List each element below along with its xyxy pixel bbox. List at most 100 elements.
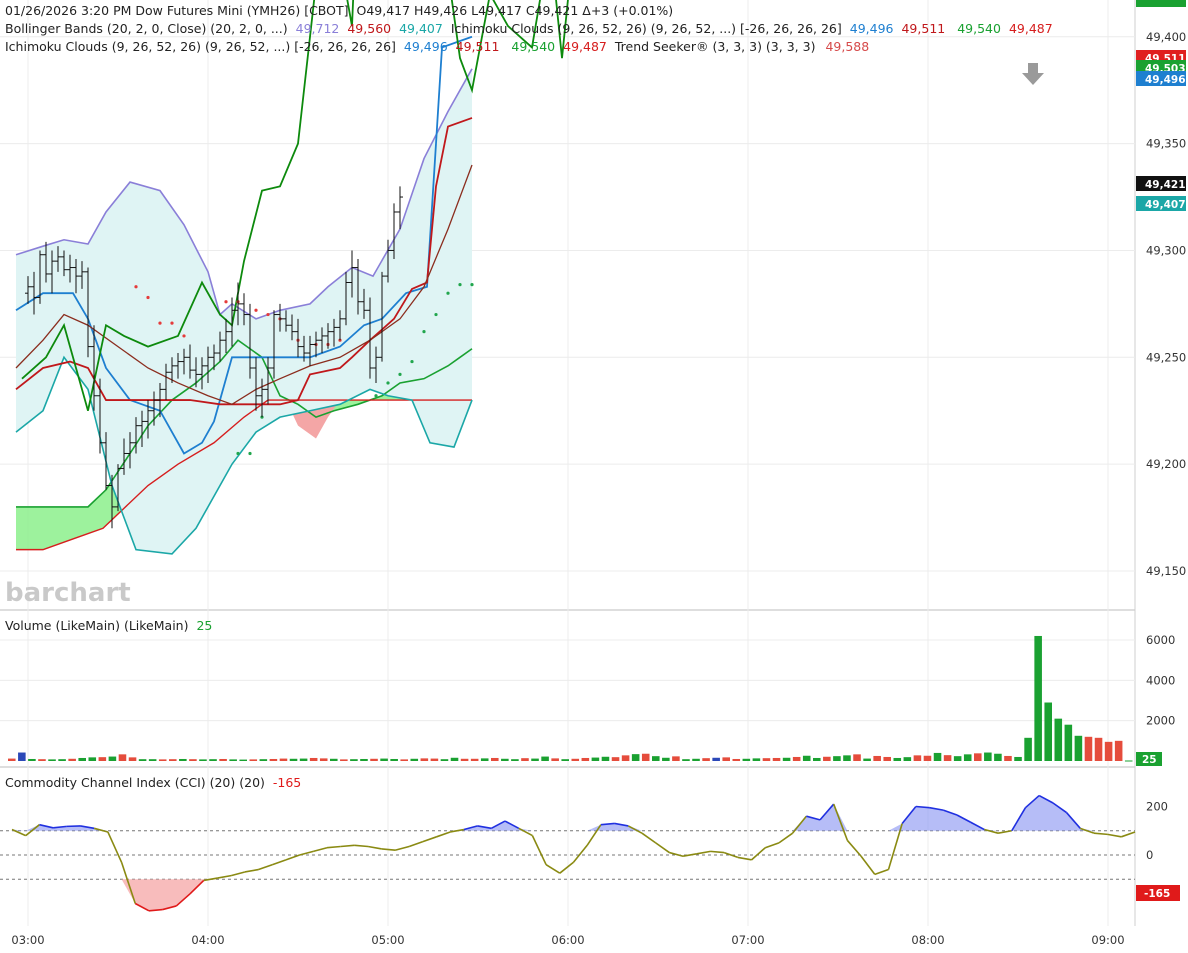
ohlc-bar — [109, 474, 115, 529]
axis-layer: 03:0004:0005:0006:0007:0008:0009:0049,45… — [11, 0, 1186, 947]
cci-tag-text: -165 — [1144, 888, 1170, 900]
volume-bar — [420, 758, 429, 761]
ohlc-bar — [349, 250, 355, 298]
volume-bar — [521, 758, 529, 761]
volume-bar — [229, 759, 237, 761]
volume-bar — [1014, 756, 1022, 761]
ohlc-bar — [49, 250, 55, 294]
cci-line-segment — [244, 868, 259, 873]
volume-bar — [883, 756, 891, 761]
cci-line-segment — [148, 908, 163, 912]
ohlc-bar — [217, 331, 223, 362]
cci-line-segment — [134, 902, 150, 912]
psar-dot-green — [398, 372, 402, 376]
volume-bar — [963, 754, 972, 761]
ohlc-bar — [139, 410, 145, 448]
ohlc-bar — [103, 432, 109, 490]
volume-bar — [631, 754, 640, 761]
price-tag-box — [1136, 176, 1186, 191]
volume-bar — [460, 758, 469, 761]
psar-dot-green — [422, 330, 426, 334]
ohlc-bar — [397, 186, 403, 230]
volume-bar — [903, 757, 912, 761]
ohlc-bar — [241, 293, 247, 326]
volume-bar — [752, 758, 761, 761]
grid-layer — [0, 0, 1136, 926]
ohlc-bar — [355, 258, 361, 315]
header-line-2: Bollinger Bands (20, 2, 0, Close) (20, 2… — [5, 21, 1053, 36]
volume-bar — [138, 759, 147, 761]
volume-bar — [531, 758, 539, 761]
ohlc-bar — [247, 303, 253, 379]
cci-line-segment — [832, 803, 849, 841]
cci-line-segment — [39, 823, 54, 829]
ohlc-bar — [61, 250, 67, 277]
volume-bar — [259, 759, 268, 761]
volume-bar — [269, 758, 278, 761]
cci-line-segment — [901, 805, 917, 824]
volume-bar — [571, 758, 580, 761]
volume-bar — [78, 757, 86, 761]
volume-bar — [1074, 735, 1083, 761]
cci-line-segment — [531, 835, 547, 866]
volume-bar — [1054, 718, 1063, 761]
indicator-lines-layer — [15, 0, 569, 555]
volume-bar — [994, 753, 1002, 761]
cci-line-segment — [874, 868, 889, 876]
volume-bar — [289, 758, 298, 761]
cci-line-segment — [627, 825, 643, 834]
cci-line-segment — [984, 828, 999, 834]
volume-bar — [370, 758, 378, 761]
volume-bar — [1094, 737, 1103, 761]
cci-line-segment — [751, 847, 766, 861]
psar-dot-red — [146, 295, 150, 300]
cci-line-segment — [943, 809, 958, 816]
x-tick-label: 08:00 — [911, 933, 944, 947]
psar-dot-red — [170, 321, 174, 325]
volume-bar — [682, 759, 690, 761]
y-tick-label: 49,150 — [1146, 564, 1186, 578]
ohlc-bar — [319, 327, 325, 354]
header-line-1: 01/26/2026 3:20 PM Dow Futures Mini (YMH… — [5, 3, 673, 18]
volume-bar — [380, 758, 388, 761]
cci-line-segment — [436, 831, 451, 838]
cci-line-segment — [107, 831, 123, 863]
price-tag: 49,496 — [1136, 71, 1186, 86]
volume-bar — [28, 758, 36, 761]
volume-bar — [58, 759, 66, 761]
y-tick-label: 49,400 — [1146, 30, 1186, 44]
price-tag-text: 49,421 — [1145, 179, 1186, 191]
volume-bar — [400, 759, 408, 761]
senkou-span-b-line — [16, 399, 472, 551]
ohlc-bar — [115, 464, 121, 512]
ohlc-bar — [307, 335, 313, 366]
volume-bar — [853, 754, 861, 761]
volume-bar — [652, 756, 660, 761]
cci-line-segment — [162, 905, 177, 911]
ohlc-bar — [259, 378, 265, 418]
cci-panel-label: Commodity Channel Index (CCI) (20) (20) … — [5, 775, 301, 790]
volume-bar — [239, 759, 247, 761]
cci-line-segment — [1038, 794, 1054, 804]
psar-dot-red — [224, 300, 228, 304]
ohlc-bar — [73, 258, 79, 294]
volume-bar — [88, 757, 97, 761]
cci-line-segment — [1065, 812, 1081, 829]
volume-bar — [591, 757, 600, 761]
psar-dot-red — [254, 308, 258, 312]
cci-line-segment — [299, 850, 314, 856]
volume-tick-label: 6000 — [1146, 633, 1175, 647]
cci-overbought-fill — [12, 795, 1135, 831]
cci-line-segment — [93, 827, 109, 833]
ohlc-bar — [133, 417, 139, 454]
volume-bar — [722, 757, 730, 761]
volume-bar — [179, 758, 187, 761]
volume-bar — [118, 754, 127, 761]
cci-line-segment — [422, 836, 437, 843]
volume-bar — [309, 757, 318, 761]
ohlc-bar — [301, 335, 307, 362]
cci-line-segment — [1107, 833, 1122, 838]
volume-bar — [1004, 755, 1012, 761]
volume-bar — [1044, 702, 1052, 761]
psar-dot-green — [374, 394, 378, 398]
